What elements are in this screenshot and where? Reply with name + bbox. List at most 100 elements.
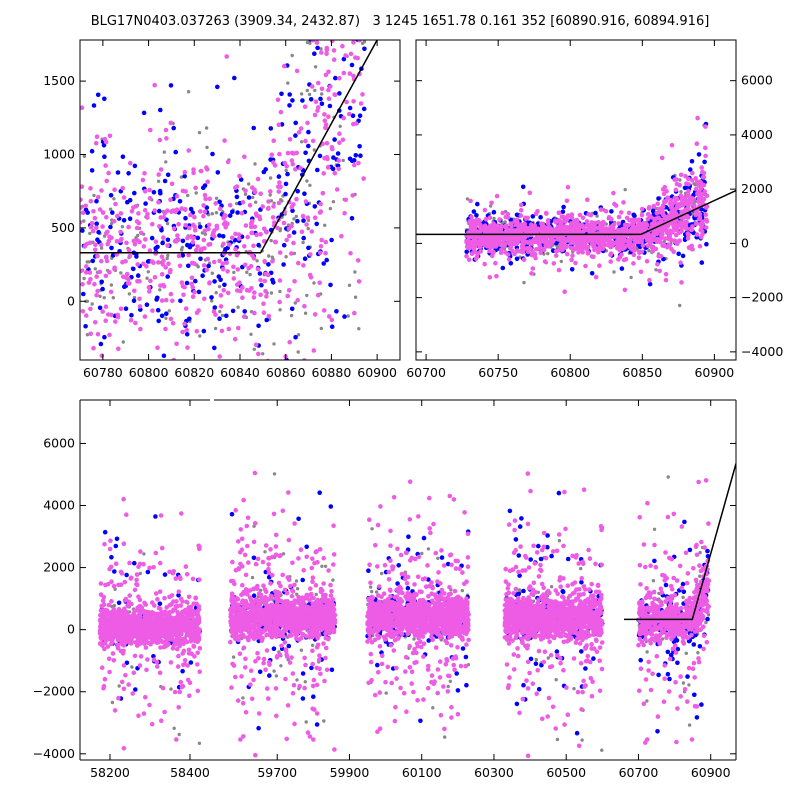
data-point-magenta xyxy=(202,296,207,302)
data-point-blue xyxy=(225,415,230,420)
data-point-magenta xyxy=(337,131,342,136)
data-point-blue xyxy=(217,316,222,322)
data-point-blue xyxy=(198,256,203,262)
data-point-magenta xyxy=(102,676,108,682)
data-point-magenta xyxy=(197,669,202,674)
data-point-magenta xyxy=(157,615,163,621)
data-point-magenta xyxy=(148,613,154,619)
data-point-gray xyxy=(204,126,209,130)
data-point-blue xyxy=(209,295,214,300)
data-point-blue xyxy=(180,238,186,244)
data-point-magenta xyxy=(612,201,617,207)
data-point-magenta xyxy=(131,611,137,616)
data-point-magenta xyxy=(191,634,196,640)
data-point-magenta xyxy=(179,511,184,516)
data-point-blue xyxy=(312,51,317,56)
data-point-magenta xyxy=(112,266,117,272)
data-point-magenta xyxy=(134,618,140,624)
data-point-magenta xyxy=(302,303,307,309)
data-point-magenta xyxy=(135,279,140,284)
data-point-magenta xyxy=(124,240,129,246)
data-point-magenta xyxy=(701,170,707,176)
data-point-magenta xyxy=(94,134,100,139)
data-point-blue xyxy=(350,113,356,118)
data-point-magenta xyxy=(120,185,125,191)
data-point-gray xyxy=(306,226,310,231)
data-point-blue xyxy=(108,224,113,230)
figure-title: BLG17N0403.037263 (3909.34, 2432.87) 3 1… xyxy=(90,14,710,29)
data-point-magenta xyxy=(253,342,259,348)
data-point-magenta xyxy=(102,541,107,547)
data-point-magenta xyxy=(109,579,114,584)
data-point-gray xyxy=(90,302,94,306)
point-cloud xyxy=(228,470,338,758)
data-point-magenta xyxy=(247,203,253,208)
data-point-blue xyxy=(94,198,99,204)
data-point-blue xyxy=(162,572,168,577)
data-point-magenta xyxy=(172,238,178,244)
data-point-gray xyxy=(142,552,146,556)
data-point-magenta xyxy=(221,241,226,247)
data-point-magenta xyxy=(695,115,700,121)
data-point-blue xyxy=(682,185,688,191)
data-point-magenta xyxy=(254,213,259,218)
data-point-blue xyxy=(293,334,298,340)
data-point-magenta xyxy=(678,172,684,178)
data-point-magenta xyxy=(583,263,588,269)
data-point-gray xyxy=(249,332,253,336)
data-point-magenta xyxy=(93,320,98,325)
data-point-magenta xyxy=(302,104,308,109)
data-point-gray xyxy=(236,305,240,309)
data-point-magenta xyxy=(321,171,327,176)
data-point-magenta xyxy=(339,233,344,239)
data-point-magenta xyxy=(171,226,177,231)
data-point-blue xyxy=(157,601,163,606)
data-point-magenta xyxy=(165,243,170,248)
y-tick-label: −2000 xyxy=(741,290,783,305)
data-point-magenta xyxy=(305,215,311,220)
data-point-blue xyxy=(293,133,298,138)
data-point-blue xyxy=(160,240,165,246)
data-point-magenta xyxy=(289,158,295,163)
data-point-magenta xyxy=(561,244,567,250)
data-point-magenta xyxy=(166,261,171,267)
data-point-gray xyxy=(346,314,350,318)
data-point-magenta xyxy=(484,225,489,231)
data-point-gray xyxy=(177,732,181,737)
data-point-gray xyxy=(121,340,126,344)
data-point-magenta xyxy=(685,236,691,241)
data-point-magenta xyxy=(484,243,490,249)
data-point-magenta xyxy=(124,621,130,627)
data-point-magenta xyxy=(703,145,708,151)
data-point-magenta xyxy=(92,247,98,253)
data-point-gray xyxy=(301,240,305,245)
data-point-magenta xyxy=(99,353,105,359)
data-point-magenta xyxy=(103,318,108,324)
data-point-magenta xyxy=(672,177,677,182)
data-point-magenta xyxy=(358,101,364,106)
data-point-magenta xyxy=(111,606,117,612)
data-point-magenta xyxy=(178,614,183,620)
data-point-magenta xyxy=(501,236,507,241)
data-point-gray xyxy=(166,253,170,258)
data-point-magenta xyxy=(80,309,86,314)
data-point-magenta xyxy=(141,261,146,267)
data-point-magenta xyxy=(129,601,134,607)
data-point-blue xyxy=(215,84,220,90)
data-point-magenta xyxy=(326,69,331,75)
data-point-gray xyxy=(164,160,168,164)
data-point-magenta xyxy=(478,242,483,248)
data-point-magenta xyxy=(321,308,327,313)
data-point-magenta xyxy=(195,650,200,656)
data-point-magenta xyxy=(264,230,269,235)
data-point-magenta xyxy=(194,328,200,334)
data-point-magenta xyxy=(145,614,150,619)
data-point-magenta xyxy=(125,603,130,609)
data-point-magenta xyxy=(616,214,622,220)
data-point-blue xyxy=(230,308,236,314)
data-point-magenta xyxy=(527,228,532,234)
data-point-magenta xyxy=(95,331,101,337)
data-point-magenta xyxy=(273,239,279,245)
data-point-magenta xyxy=(630,247,635,252)
data-point-magenta xyxy=(174,387,179,392)
